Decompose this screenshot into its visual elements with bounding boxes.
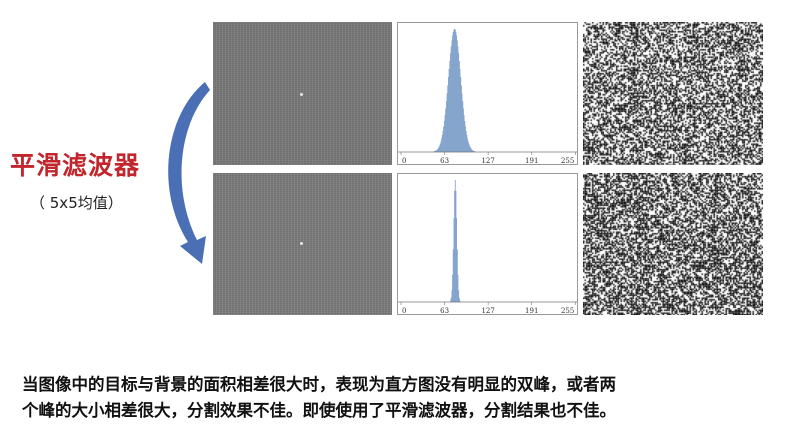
hist-bar xyxy=(439,143,441,153)
segmented-original xyxy=(583,22,763,165)
caption-text: 当图像中的目标与背景的面积相差很大时，表现为直方图没有明显的双峰，或者两 个峰的… xyxy=(22,372,772,424)
hist-bar xyxy=(456,35,458,153)
hist-bar xyxy=(455,190,457,303)
hist-bar xyxy=(448,69,450,153)
hist-bar xyxy=(458,290,460,303)
hist-tick-label: 255 xyxy=(561,307,574,315)
hist-bar xyxy=(468,143,470,153)
segmented-smoothed xyxy=(583,173,763,315)
hist-bar xyxy=(461,93,463,153)
hist-bar xyxy=(455,31,457,153)
hist-bar xyxy=(445,108,447,153)
hist-tick-label: 127 xyxy=(481,307,494,315)
hist-bar xyxy=(453,29,455,153)
hist-bar xyxy=(465,126,466,153)
hist-tick-label: 127 xyxy=(481,157,494,165)
hist-bar xyxy=(443,126,445,153)
hist-bar xyxy=(450,46,452,153)
hist-bar xyxy=(459,69,461,153)
section-subtitle: （ 5x5均值） xyxy=(30,194,123,212)
hist-bar xyxy=(456,218,458,303)
section-title: 平滑滤波器 xyxy=(10,151,141,180)
histogram-smoothed: 0 63 127 191 255 xyxy=(397,173,578,315)
hist-bar xyxy=(444,115,446,153)
hist-tick-label: 255 xyxy=(561,157,574,165)
hist-bar xyxy=(456,40,458,153)
hist-bar xyxy=(443,121,445,153)
hist-bar xyxy=(470,148,472,153)
hist-bar xyxy=(439,145,440,153)
hist-bar xyxy=(454,190,455,303)
hist-bar xyxy=(454,29,456,153)
histogram-original: 0 63 127 191 255 xyxy=(397,22,578,165)
smoothed-image xyxy=(213,173,392,315)
hist-bar xyxy=(451,290,453,303)
hist-bar xyxy=(466,135,468,153)
hist-bar xyxy=(454,28,455,153)
hist-tick-label: 63 xyxy=(440,157,449,165)
hist-tick-label: 0 xyxy=(402,157,406,165)
hist-bar xyxy=(459,297,460,303)
hist-bar xyxy=(449,61,451,153)
hist-bar xyxy=(457,46,459,153)
target-dot-smoothed xyxy=(300,242,303,245)
hist-bar xyxy=(453,218,455,303)
hist-bar xyxy=(463,108,464,153)
hist-bar xyxy=(441,135,443,153)
segmented-original-canvas xyxy=(583,22,763,165)
hist-bar xyxy=(469,145,470,153)
hist-bar xyxy=(452,35,453,153)
hist-bar xyxy=(463,115,465,153)
hist-bar xyxy=(450,297,452,303)
hist-bar xyxy=(465,131,467,153)
hist-tick-label: 63 xyxy=(440,307,449,315)
hist-bar xyxy=(451,40,453,153)
hist-tick-label: 191 xyxy=(525,157,538,165)
hist-bar xyxy=(456,249,458,303)
hist-bar xyxy=(437,148,439,153)
hist-bar xyxy=(441,138,442,153)
hist-bar xyxy=(448,77,449,153)
hist-tick-label: 191 xyxy=(525,307,538,315)
hist-bar xyxy=(442,131,444,153)
hist-bar xyxy=(464,121,466,153)
original-image xyxy=(213,22,392,165)
hist-tick-label: 0 xyxy=(402,307,406,315)
target-dot xyxy=(300,93,303,96)
hist-bar xyxy=(450,53,451,153)
hist-bar xyxy=(467,141,469,153)
hist-bar xyxy=(440,141,442,153)
caption-line-2: 个峰的大小相差很大，分割效果不佳。即使使用了平滑滤波器，分割结果也不佳。 xyxy=(22,401,616,420)
hist-bar xyxy=(446,93,448,153)
segmented-smoothed-canvas xyxy=(583,173,763,315)
hist-bar xyxy=(460,77,462,153)
hist-bar xyxy=(461,85,462,153)
curved-arrow-icon xyxy=(168,82,210,264)
hist-bar xyxy=(458,53,460,153)
hist-bar xyxy=(462,101,464,153)
hist-bar xyxy=(452,275,453,303)
hist-bar xyxy=(457,275,459,303)
hist-bar xyxy=(447,85,449,153)
hist-bar xyxy=(459,61,460,153)
hist-bar xyxy=(452,249,454,303)
hist-bar xyxy=(469,147,471,153)
hist-bar xyxy=(438,147,440,153)
hist-bar xyxy=(454,179,456,303)
hist-bar xyxy=(446,101,447,153)
hist-bar xyxy=(452,31,454,153)
hist-bar xyxy=(467,138,468,153)
caption-line-1: 当图像中的目标与背景的面积相差很大时，表现为直方图没有明显的双峰，或者两 xyxy=(22,375,616,394)
